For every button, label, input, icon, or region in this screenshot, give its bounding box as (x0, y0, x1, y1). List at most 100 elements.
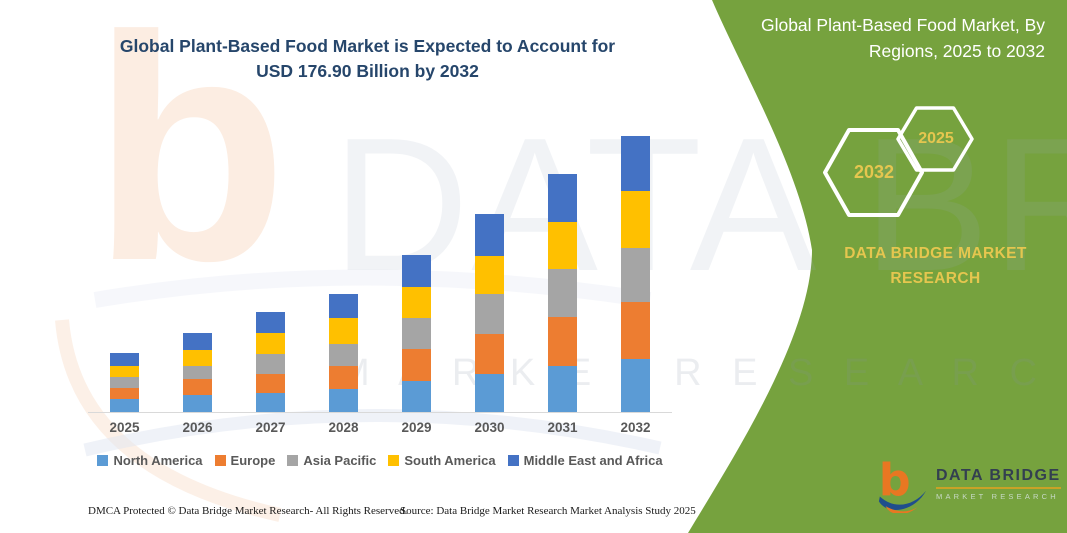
stacked-bar-2030 (475, 214, 504, 412)
bar-segment-2028-north-america (329, 389, 358, 412)
x-axis-label-2032: 2032 (620, 420, 651, 435)
legend-swatch (388, 455, 400, 466)
panel-title: Global Plant-Based Food Market, By Regio… (745, 12, 1045, 64)
bar-segment-2031-south-america (548, 222, 577, 269)
chart-title: Global Plant-Based Food Market is Expect… (95, 34, 640, 84)
bar-slot-2032 (599, 118, 672, 412)
bar-segment-2029-north-america (402, 381, 431, 412)
x-axis-labels: 2025 2026 2027 2028 2029 2030 2031 2032 (88, 420, 672, 435)
x-axis-label-2025: 2025 (109, 420, 140, 435)
panel-title-line1: Global Plant-Based Food Market, By (760, 15, 1045, 35)
chart-title-line2: USD 176.90 Billion by 2032 (256, 61, 479, 81)
bar-segment-2027-south-america (256, 333, 285, 354)
bar-slot-2025 (88, 118, 161, 412)
year-hexagons (823, 106, 974, 217)
panel-title-line2: Regions, 2025 to 2032 (868, 41, 1045, 61)
bar-slot-2031 (526, 118, 599, 412)
bar-segment-2032-europe (621, 301, 650, 359)
bar-slot-2027 (234, 118, 307, 412)
bar-segment-2031-north-america (548, 366, 577, 412)
bar-slot-2028 (307, 118, 380, 412)
bar-segment-2025-south-america (110, 365, 139, 377)
legend-label: South America (404, 453, 496, 468)
bar-segment-2027-middle-east-and-africa (256, 312, 285, 334)
bar-slot-2029 (380, 118, 453, 412)
bar-segment-2028-middle-east-and-africa (329, 294, 358, 319)
x-axis-label-2030: 2030 (474, 420, 505, 435)
green-panel-shape (688, 0, 1067, 533)
hexagon-2032-label: 2032 (853, 162, 895, 182)
watermark-row-text: M A R K E T R E S E A R C H (338, 352, 1067, 394)
logo-b-glyph: b (879, 456, 911, 507)
legend-swatch (287, 455, 299, 466)
logo-blue-swoosh (878, 490, 927, 510)
stacked-bar-2025 (110, 352, 139, 412)
bar-segment-2027-north-america (256, 393, 285, 412)
stacked-bar-2026 (183, 333, 212, 412)
chart-title-line1: Global Plant-Based Food Market is Expect… (119, 36, 616, 56)
stacked-bar-2029 (402, 255, 431, 412)
bar-segment-2031-europe (548, 317, 577, 366)
bar-segment-2030-europe (475, 334, 504, 374)
bar-segment-2030-asia-pacific (475, 294, 504, 335)
legend-item-europe: Europe (214, 453, 276, 468)
hexagon-2032-outline (823, 128, 924, 217)
logo-orange-swoosh (885, 506, 918, 513)
brand-text-line2: RESEARCH (890, 270, 981, 287)
bar-segment-2026-south-america (183, 350, 212, 367)
x-axis-label-2027: 2027 (255, 420, 286, 435)
logo-text-block: DATA BRIDGE MARKET RESEARCH (936, 467, 1061, 501)
x-axis-label-2029: 2029 (401, 420, 432, 435)
bar-segment-2029-south-america (402, 287, 431, 318)
stacked-bar-2031 (548, 174, 577, 412)
bar-segment-2031-middle-east-and-africa (548, 174, 577, 222)
bar-segment-2029-middle-east-and-africa (402, 255, 431, 287)
bar-segment-2032-south-america (621, 190, 650, 248)
hexagon-2025-outline (896, 106, 974, 172)
bar-segment-2031-asia-pacific (548, 269, 577, 317)
legend-item-middle-east-and-africa: Middle East and Africa (507, 453, 663, 468)
bar-segment-2029-europe (402, 349, 431, 381)
legend-swatch (214, 455, 226, 466)
logo-name: DATA BRIDGE (936, 467, 1061, 489)
bar-segment-2026-north-america (183, 395, 212, 412)
legend-label: North America (113, 453, 203, 468)
brand-text-line1: DATA BRIDGE MARKET (844, 245, 1027, 262)
plot-area (88, 118, 672, 413)
logo-tagline: MARKET RESEARCH (936, 492, 1059, 501)
bar-segment-2027-asia-pacific (256, 354, 285, 374)
watermark-large-text: DATA BRIDGE (332, 99, 1067, 311)
brand-text: DATA BRIDGE MARKET RESEARCH (818, 241, 1053, 291)
data-bridge-logo: b DATA BRIDGE MARKET RESEARCH (876, 455, 1061, 513)
legend-item-north-america: North America (97, 453, 203, 468)
stacked-bar-2028 (329, 294, 358, 412)
bar-slot-2026 (161, 118, 234, 412)
bar-segment-2027-europe (256, 374, 285, 393)
footer-copyright: DMCA Protected © Data Bridge Market Rese… (88, 505, 408, 517)
bar-segment-2026-europe (183, 379, 212, 395)
bar-segment-2028-asia-pacific (329, 344, 358, 367)
legend-label: Europe (230, 453, 276, 468)
legend-label: Middle East and Africa (523, 453, 663, 468)
bar-segment-2028-europe (329, 366, 358, 390)
bars-row (88, 118, 672, 412)
stacked-bar-2032 (621, 136, 650, 412)
bar-segment-2025-asia-pacific (110, 376, 139, 389)
stacked-bar-2027 (256, 312, 285, 412)
data-bridge-logo-icon: b (878, 456, 927, 513)
bar-segment-2032-north-america (621, 358, 650, 412)
x-axis-label-2028: 2028 (328, 420, 359, 435)
bar-segment-2026-asia-pacific (183, 366, 212, 380)
legend-item-south-america: South America (388, 453, 496, 468)
bar-segment-2026-middle-east-and-africa (183, 333, 212, 351)
bar-slot-2030 (453, 118, 526, 412)
bar-segment-2030-south-america (475, 256, 504, 295)
legend-label: Asia Pacific (303, 453, 377, 468)
bar-segment-2030-middle-east-and-africa (475, 214, 504, 257)
legend-swatch (507, 455, 519, 466)
bar-segment-2030-north-america (475, 373, 504, 412)
legend-swatch (97, 455, 109, 466)
x-axis-label-2026: 2026 (182, 420, 213, 435)
